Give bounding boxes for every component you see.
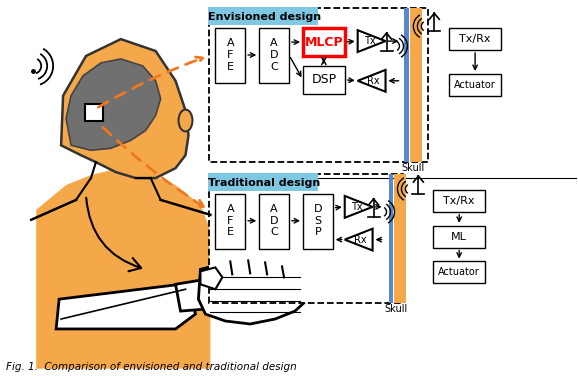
Text: Rx: Rx xyxy=(354,235,367,245)
Text: Tx: Tx xyxy=(364,36,376,46)
FancyBboxPatch shape xyxy=(209,173,318,191)
Bar xyxy=(216,194,245,249)
Bar xyxy=(449,74,501,96)
Ellipse shape xyxy=(179,109,192,132)
Text: Traditional design: Traditional design xyxy=(208,178,320,188)
Text: ML: ML xyxy=(451,232,467,242)
Polygon shape xyxy=(36,170,210,368)
Polygon shape xyxy=(198,261,310,324)
Bar xyxy=(434,190,485,212)
Polygon shape xyxy=(176,279,220,311)
Polygon shape xyxy=(201,267,223,289)
Bar xyxy=(388,174,394,303)
Bar xyxy=(434,261,485,283)
Bar xyxy=(405,8,409,162)
FancyBboxPatch shape xyxy=(209,8,318,25)
Text: A
D
C: A D C xyxy=(270,204,279,237)
Text: Rx: Rx xyxy=(367,76,380,86)
Polygon shape xyxy=(56,284,195,329)
Bar xyxy=(303,66,344,94)
Text: DSP: DSP xyxy=(312,73,336,86)
Text: Actuator: Actuator xyxy=(438,267,480,277)
Bar xyxy=(434,226,485,247)
Bar xyxy=(303,28,344,56)
Text: A
F
E: A F E xyxy=(227,204,234,237)
Text: MLCP: MLCP xyxy=(305,36,343,49)
Text: Tx: Tx xyxy=(351,202,362,212)
Text: A
F
E: A F E xyxy=(227,38,234,71)
Text: Skull: Skull xyxy=(385,304,408,314)
Text: Tx/Rx: Tx/Rx xyxy=(443,196,475,206)
Polygon shape xyxy=(61,39,188,178)
Bar xyxy=(216,28,245,83)
Bar xyxy=(303,194,333,249)
Text: Envisioned design: Envisioned design xyxy=(208,12,321,22)
Polygon shape xyxy=(66,59,161,150)
Text: D
S
P: D S P xyxy=(314,204,322,237)
Text: Fig. 1.  Comparison of envisioned and traditional design: Fig. 1. Comparison of envisioned and tra… xyxy=(6,362,297,371)
Bar xyxy=(259,28,289,83)
Text: Skull: Skull xyxy=(402,163,425,173)
FancyArrowPatch shape xyxy=(86,198,141,271)
Text: Tx/Rx: Tx/Rx xyxy=(460,34,491,44)
Text: Actuator: Actuator xyxy=(454,80,496,90)
Bar xyxy=(259,194,289,249)
Text: A
D
C: A D C xyxy=(270,38,279,71)
Bar xyxy=(209,174,403,303)
Bar xyxy=(395,174,406,303)
Bar xyxy=(449,28,501,50)
Bar xyxy=(209,8,428,162)
Bar xyxy=(85,104,103,121)
Bar xyxy=(410,8,423,162)
